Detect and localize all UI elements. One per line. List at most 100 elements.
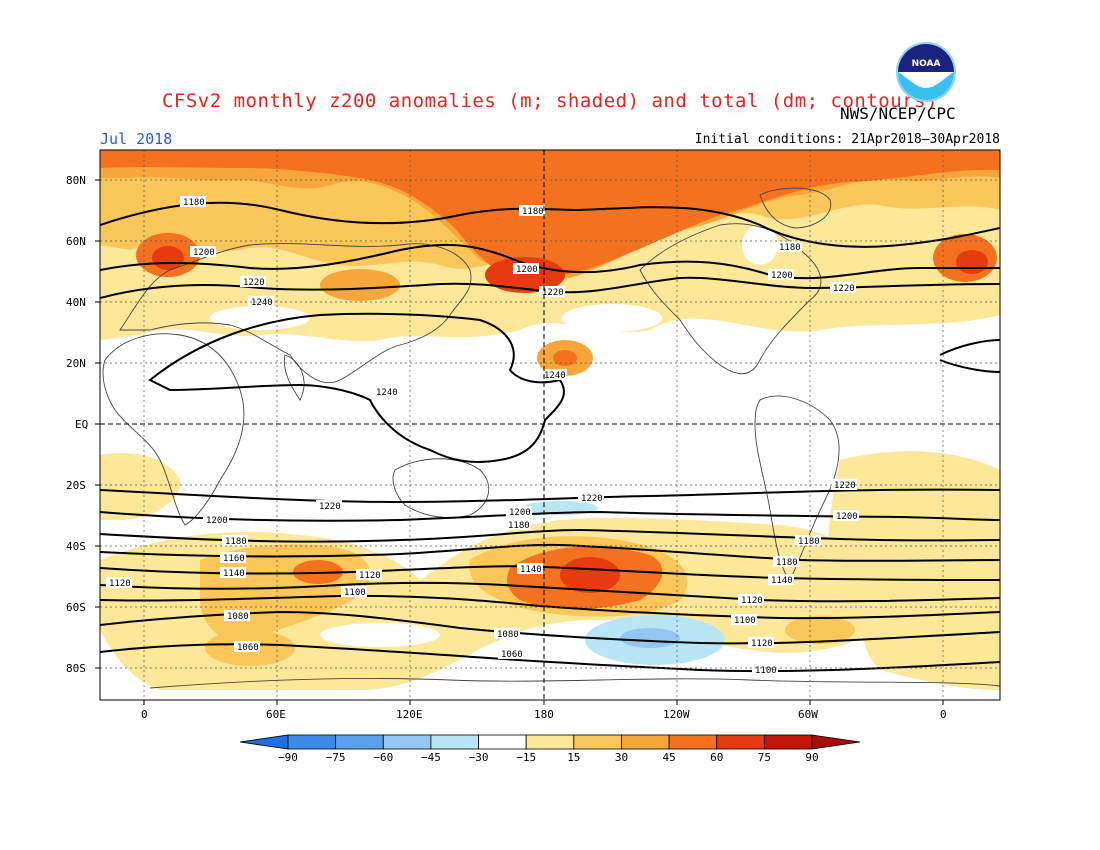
contour-label: 1240: [541, 369, 567, 381]
contour-label: 1120: [106, 577, 132, 589]
colorbar-swatch: [573, 734, 622, 750]
forecast-month: Jul 2018: [100, 130, 173, 148]
colorbar-tick-label: 45: [662, 751, 675, 764]
lon-label: 60E: [266, 708, 286, 721]
colorbar-tick-label: −90: [278, 751, 298, 764]
initial-conditions: Initial conditions: 21Apr2018–30Apr2018: [694, 132, 1000, 147]
colorbar-low-arrow: [239, 734, 289, 750]
contour-label: 1220: [240, 276, 266, 288]
lat-label: 40N: [66, 296, 86, 309]
svg-text:1200: 1200: [836, 512, 858, 522]
svg-text:1180: 1180: [779, 243, 801, 253]
svg-text:1200: 1200: [516, 265, 538, 275]
contour-label: 1200: [190, 246, 216, 258]
lat-label: 20S: [66, 479, 86, 492]
contour-label: 1180: [180, 196, 206, 208]
lon-label: 0: [141, 708, 148, 721]
longitude-labels: 0 60E 120E 180 120W 60W 0: [141, 708, 947, 721]
svg-text:1220: 1220: [319, 502, 341, 512]
lat-label: 40S: [66, 540, 86, 553]
contour-label: 1060: [498, 648, 524, 660]
coastlines: [102, 187, 1000, 689]
contour-label: 1180: [505, 519, 531, 531]
colorbar-tick-label: 30: [615, 751, 628, 764]
svg-text:1100: 1100: [755, 666, 777, 676]
colorbar-swatch: [668, 734, 718, 750]
map-frame: [99, 149, 1001, 701]
agency-label: NWS/NCEP/CPC: [840, 104, 956, 123]
contour-label: 1240: [248, 296, 274, 308]
height-contours: [100, 201, 1000, 673]
lon-label: 180: [534, 708, 554, 721]
svg-text:1240: 1240: [544, 371, 566, 381]
contour-label: 1220: [830, 282, 856, 294]
colorbar-tick-label: −75: [326, 751, 346, 764]
contour-label: 1100: [752, 664, 778, 676]
contour-label: 1100: [731, 614, 757, 626]
svg-text:1200: 1200: [193, 248, 215, 258]
svg-text:1120: 1120: [359, 571, 381, 581]
contour-label: 1180: [776, 241, 802, 253]
svg-text:1180: 1180: [183, 198, 205, 208]
lat-label: 80S: [66, 662, 86, 675]
contour-label: 1120: [738, 594, 764, 606]
lat-label: 80N: [66, 174, 86, 187]
axis-ticks: [95, 179, 944, 705]
colorbar-tick-label: 75: [758, 751, 771, 764]
colorbar-tick-label: 90: [805, 751, 818, 764]
svg-text:1100: 1100: [344, 588, 366, 598]
svg-text:1220: 1220: [833, 284, 855, 294]
colorbar-tick-label: 60: [710, 751, 723, 764]
svg-text:1220: 1220: [542, 288, 564, 298]
svg-text:1220: 1220: [834, 481, 856, 491]
colorbar-swatch: [763, 734, 813, 750]
contour-label: 1220: [578, 492, 604, 504]
svg-text:1060: 1060: [237, 643, 259, 653]
svg-text:1180: 1180: [522, 207, 544, 217]
svg-text:1240: 1240: [376, 388, 398, 398]
lon-label: 120E: [396, 708, 423, 721]
lat-label: 60S: [66, 601, 86, 614]
contour-label: 1200: [203, 514, 229, 526]
lat-label: 20N: [66, 357, 86, 370]
contour-labels: 1180 1200 1220 1240 1240 1180 1200 1220 …: [106, 196, 859, 676]
colorbar-tick-label: −45: [421, 751, 441, 764]
svg-text:1180: 1180: [798, 537, 820, 547]
contour-label: 1140: [768, 574, 794, 586]
contour-label: 1160: [220, 552, 246, 564]
logo-text: NOAA: [912, 59, 941, 69]
colorbar-tick-label: −15: [516, 751, 536, 764]
colorbar-swatch: [478, 734, 527, 750]
contour-label: 1080: [494, 628, 520, 640]
figure-title: CFSv2 monthly z200 anomalies (m; shaded)…: [161, 90, 939, 112]
colorbar-swatch: [287, 734, 337, 750]
latitude-labels: 80N 60N 40N 20N EQ 20S 40S 60S 80S: [66, 174, 88, 675]
contour-label: 1080: [224, 610, 250, 622]
svg-text:1200: 1200: [206, 516, 228, 526]
colorbar-tick-label: −60: [373, 751, 393, 764]
svg-text:1140: 1140: [520, 565, 542, 575]
svg-text:1120: 1120: [751, 639, 773, 649]
lat-label: 60N: [66, 235, 86, 248]
colorbar-swatch: [335, 734, 384, 750]
colorbar-swatch: [382, 734, 432, 750]
svg-text:1240: 1240: [251, 298, 273, 308]
contour-label: 1060: [234, 641, 260, 653]
contour-label: 1240: [373, 386, 399, 398]
svg-text:1160: 1160: [223, 554, 245, 564]
colorbar-tick-label: 15: [567, 751, 580, 764]
contour-label: 1140: [220, 567, 246, 579]
contour-label: 1220: [831, 479, 857, 491]
colorbar-tick-label: −30: [469, 751, 489, 764]
svg-text:1180: 1180: [508, 521, 530, 531]
svg-text:1120: 1120: [109, 579, 131, 589]
contour-label: 1180: [773, 556, 799, 568]
noaa-logo-icon: NOAA: [896, 42, 956, 102]
lon-label: 0: [940, 708, 947, 721]
svg-text:1140: 1140: [223, 569, 245, 579]
lat-label: EQ: [75, 418, 88, 431]
colorbar-swatch: [716, 734, 765, 750]
svg-text:1120: 1120: [741, 596, 763, 606]
svg-text:1100: 1100: [734, 616, 756, 626]
